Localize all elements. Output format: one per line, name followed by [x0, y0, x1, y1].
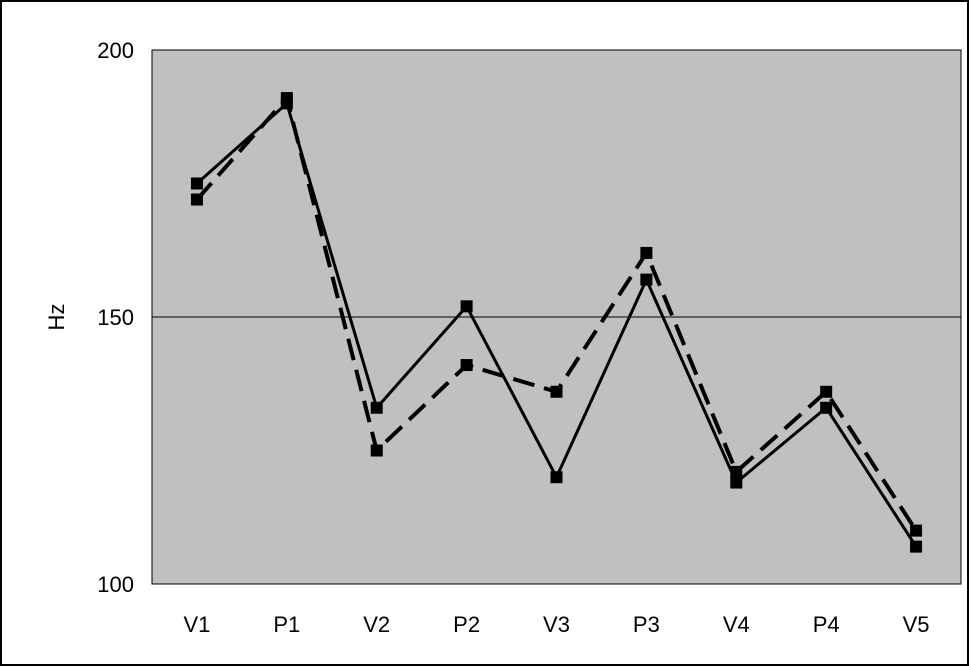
- data-point-dashed: [910, 524, 923, 537]
- data-point-solid: [820, 401, 833, 414]
- y-axis-label: Hz: [44, 304, 69, 331]
- data-point-solid: [460, 300, 473, 313]
- x-tick-labels: V1 P1 V2 P2 V3 P3 V4 P4 V5: [183, 612, 929, 637]
- x-tick-label: P1: [273, 612, 300, 637]
- y-tick-label: 200: [97, 38, 134, 63]
- data-point-solid: [550, 471, 563, 484]
- data-point-solid: [730, 476, 743, 489]
- data-point-dashed: [460, 359, 473, 372]
- y-tick-label: 150: [97, 305, 134, 330]
- x-tick-label: P3: [633, 612, 660, 637]
- y-tick-label: 100: [97, 572, 134, 597]
- x-tick-label: V4: [723, 612, 750, 637]
- data-point-dashed: [820, 385, 833, 398]
- data-point-dashed: [280, 92, 293, 105]
- data-point-dashed: [190, 193, 203, 206]
- data-point-solid: [910, 540, 923, 553]
- y-tick-labels: 100 150 200: [97, 38, 134, 597]
- data-point-dashed: [730, 465, 743, 478]
- data-point-solid: [190, 177, 203, 190]
- series-group: [190, 92, 923, 553]
- x-tick-label: V5: [903, 612, 930, 637]
- data-point-dashed: [550, 385, 563, 398]
- x-tick-label: V1: [183, 612, 210, 637]
- data-point-dashed: [640, 246, 653, 259]
- x-tick-label: V2: [363, 612, 390, 637]
- data-point-solid: [370, 401, 383, 414]
- data-point-dashed: [370, 444, 383, 457]
- x-tick-label: P2: [453, 612, 480, 637]
- x-tick-label: P4: [813, 612, 840, 637]
- data-point-solid: [640, 273, 653, 286]
- x-tick-label: V3: [543, 612, 570, 637]
